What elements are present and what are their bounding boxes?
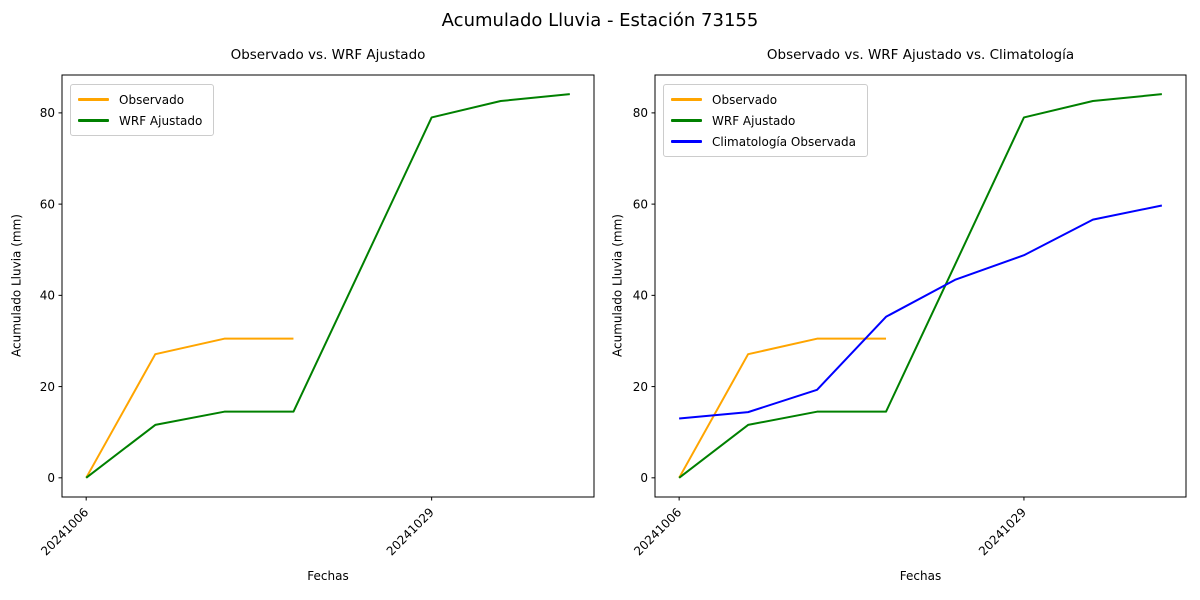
series-line-wrf-ajustado <box>85 93 570 479</box>
legend-label: Observado <box>712 92 778 107</box>
right-chart-xlabel: Fechas <box>899 569 942 583</box>
left-chart-title: Observado vs. WRF Ajustado <box>230 47 426 63</box>
y-tick-label: 60 <box>633 197 648 211</box>
series-line-observado <box>85 337 294 479</box>
legend-label: Climatología Observada <box>712 134 856 149</box>
legend-line-swatch <box>78 119 109 122</box>
y-tick-label: 80 <box>633 106 648 120</box>
left-chart-legend: Observado WRF Ajustado <box>70 84 215 136</box>
series-line-observado <box>678 337 887 479</box>
x-tick-label: 20241006 <box>38 505 91 558</box>
axes-frame <box>654 74 1187 498</box>
axes-frame <box>61 74 595 498</box>
legend-label: Observado <box>119 92 185 107</box>
legend-line-swatch <box>78 98 109 101</box>
x-tick-label: 20241029 <box>384 505 437 558</box>
x-tick-label: 20241006 <box>631 505 684 558</box>
legend-line-swatch <box>671 98 702 101</box>
y-tick-label: 0 <box>640 471 648 485</box>
legend-label: WRF Ajustado <box>119 113 203 128</box>
legend-entry: WRF Ajustado <box>78 110 202 131</box>
left-chart-xlabel: Fechas <box>307 569 349 583</box>
legend-label: WRF Ajustado <box>712 113 796 128</box>
legend-entry: Observado <box>78 89 202 110</box>
chart-0-plot-area: 0 20 40 60 80 20241006 20241029 <box>38 74 595 558</box>
right-chart-legend: Observado WRF Ajustado Climatología Observ… <box>663 84 868 157</box>
series-line-climatología-observada <box>679 204 1163 420</box>
y-tick-label: 60 <box>40 197 55 211</box>
y-tick-label: 20 <box>633 380 648 394</box>
series-line-wrf-ajustado <box>678 93 1162 479</box>
y-tick-label: 40 <box>40 289 55 303</box>
right-chart-title: Observado vs. WRF Ajustado vs. Climatolo… <box>766 47 1075 63</box>
legend-entry: WRF Ajustado <box>671 110 856 131</box>
figure-title: Acumulado Lluvia - Estación 73155 <box>441 10 759 31</box>
legend-entry: Observado <box>671 89 856 110</box>
y-tick-label: 0 <box>47 471 55 485</box>
y-tick-label: 20 <box>40 380 55 394</box>
x-tick-label: 20241029 <box>976 505 1029 558</box>
legend-line-swatch <box>671 140 702 143</box>
y-tick-label: 80 <box>40 106 55 120</box>
legend-entry: Climatología Observada <box>671 131 856 152</box>
y-tick-label: 40 <box>633 289 648 303</box>
legend-line-swatch <box>671 119 702 122</box>
